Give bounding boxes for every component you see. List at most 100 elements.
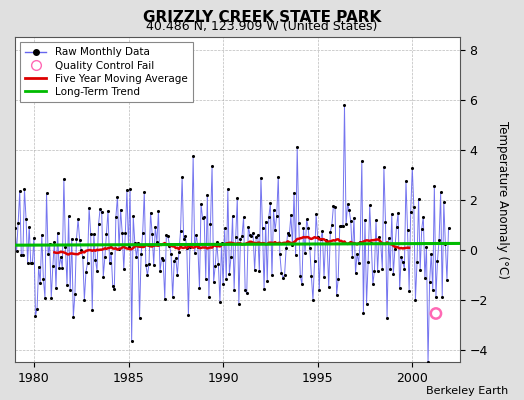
Point [260, 286, 268, 292]
Point [274, 173, 282, 180]
Point [219, 281, 227, 287]
Point [17, 252, 26, 258]
Point [11, 225, 19, 232]
Point [359, 310, 368, 316]
Point [416, 267, 424, 274]
Point [165, 242, 173, 249]
Point [378, 265, 387, 272]
Point [261, 218, 270, 225]
Point [335, 223, 344, 230]
Point [53, 230, 62, 236]
Text: GRIZZLY CREEK STATE PARK: GRIZZLY CREEK STATE PARK [143, 10, 381, 25]
Point [22, 215, 30, 222]
Point [25, 224, 34, 230]
Point [126, 186, 134, 192]
Point [392, 223, 401, 230]
Point [57, 254, 65, 260]
Point [383, 315, 391, 322]
Point [140, 189, 148, 196]
Point [101, 254, 109, 260]
Point [310, 258, 319, 265]
Point [163, 233, 172, 240]
Point [375, 234, 384, 240]
Point [244, 223, 253, 230]
Point [107, 250, 115, 256]
Point [208, 163, 216, 169]
Point [343, 201, 352, 207]
Point [64, 213, 73, 220]
Point [200, 214, 209, 220]
Point [178, 174, 187, 180]
Point [113, 194, 122, 200]
Point [436, 189, 445, 196]
Point [340, 102, 348, 108]
Point [177, 228, 185, 234]
Point [299, 224, 308, 231]
Point [239, 214, 248, 220]
Point [211, 263, 220, 269]
Point [386, 266, 395, 272]
Point [361, 217, 369, 223]
Point [320, 274, 328, 280]
Point [168, 294, 177, 300]
Point [316, 236, 325, 242]
Point [47, 295, 56, 301]
Point [203, 192, 212, 198]
Point [79, 254, 87, 260]
Point [356, 239, 365, 245]
Point [403, 227, 412, 233]
Point [321, 236, 330, 243]
Point [381, 219, 390, 225]
Point [441, 241, 450, 248]
Point [14, 220, 23, 226]
Point [358, 158, 366, 164]
Point [301, 250, 309, 256]
Point [28, 260, 37, 266]
Point [444, 225, 453, 231]
Point [197, 201, 205, 208]
Point [354, 260, 363, 266]
Point [194, 244, 202, 250]
Point [49, 263, 57, 269]
Point [42, 190, 51, 196]
Point [104, 208, 112, 214]
Point [88, 307, 96, 313]
Point [195, 285, 204, 291]
Point [189, 153, 198, 160]
Point [141, 262, 150, 268]
Point [27, 260, 35, 266]
Point [346, 218, 355, 225]
Point [339, 223, 347, 230]
Point [377, 240, 385, 246]
Point [36, 280, 45, 286]
Point [52, 285, 60, 291]
Point [16, 188, 24, 194]
Point [173, 272, 182, 278]
Point [129, 213, 137, 219]
Point [366, 202, 374, 209]
Point [216, 299, 224, 305]
Point [99, 273, 107, 280]
Point [326, 229, 334, 235]
Point [149, 262, 158, 268]
Point [134, 240, 142, 246]
Point [44, 251, 52, 258]
Point [213, 239, 221, 245]
Point [162, 232, 170, 238]
Point [414, 196, 423, 202]
Point [418, 226, 426, 232]
Point [435, 237, 443, 243]
Point [146, 210, 155, 216]
Point [287, 212, 295, 218]
Point [60, 176, 68, 182]
Point [328, 222, 336, 228]
Point [61, 244, 70, 250]
Point [222, 276, 231, 282]
Point [374, 268, 382, 275]
Point [39, 276, 48, 282]
Point [268, 272, 276, 278]
Point [97, 209, 106, 216]
Point [82, 269, 90, 276]
Point [157, 254, 166, 261]
Point [353, 250, 361, 257]
